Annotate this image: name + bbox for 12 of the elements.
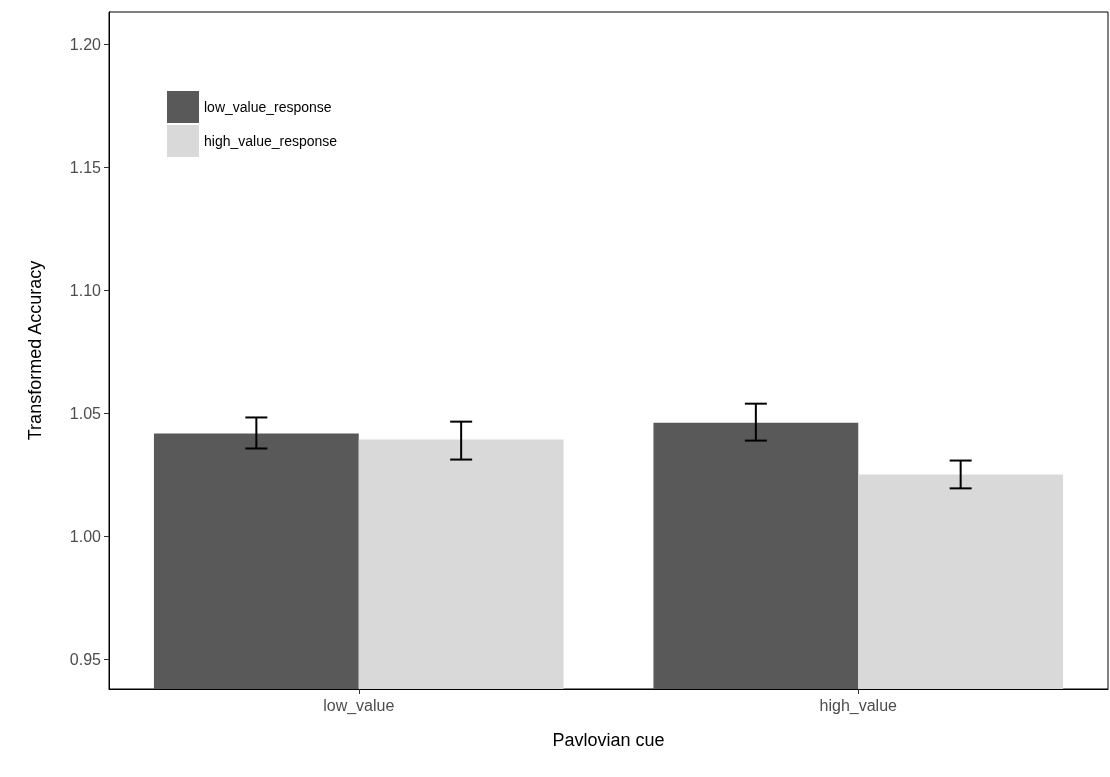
y-tick-label: 1.00 (69, 527, 102, 545)
y-tick-label: 0.95 (69, 650, 102, 668)
x-axis-title: Pavlovian cue (552, 730, 665, 750)
y-axis-title: Transformed Accuracy (25, 260, 45, 441)
x-tick-label: high_value (819, 696, 898, 715)
legend-label: low_value_response (204, 99, 332, 115)
legend-label: high_value_response (204, 133, 338, 149)
y-tick-label: 1.15 (69, 158, 102, 176)
y-tick-label: 1.05 (69, 404, 102, 422)
y-tick-label: 1.10 (69, 281, 102, 299)
x-tick-label: low_value (323, 696, 395, 715)
y-tick-label: 1.20 (69, 35, 102, 53)
